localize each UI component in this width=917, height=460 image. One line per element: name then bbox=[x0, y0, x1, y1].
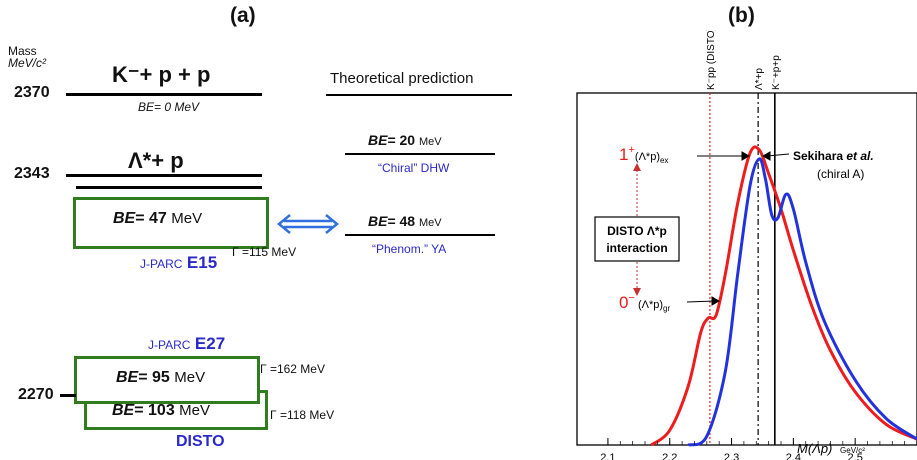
kpp-binding-energy: BE= 0 MeV bbox=[138, 100, 200, 114]
top-marker-label-1: K⁻pp (DISTO) bbox=[706, 30, 717, 90]
mass-header-line1: Mass bbox=[8, 44, 37, 58]
invariant-mass-chart: 2.1 2.2 2.3 2.4 2.5 K⁻pp (DISTO) Λ*+p K⁻+p+p D… bbox=[576, 30, 917, 460]
excited-state-label: 1+(Λ*p)ex bbox=[619, 144, 668, 165]
disto-interaction-line2: interaction bbox=[606, 241, 667, 255]
red-spectrum-curve bbox=[650, 145, 917, 447]
disto-arrow-down-head bbox=[633, 288, 641, 296]
sekihara-pointer-head bbox=[761, 151, 771, 161]
lambda-p-threshold-line-upper bbox=[66, 174, 262, 177]
excited-state-pointer-head bbox=[741, 151, 751, 161]
kpp-threshold-line bbox=[66, 93, 262, 96]
x-tick-label-2.3: 2.3 bbox=[724, 452, 739, 460]
x-tick-label-2.4: 2.4 bbox=[786, 452, 801, 460]
chiral-prediction-label: “Chiral” DHW bbox=[378, 161, 450, 175]
disto-decay-width: Γ =118 MeV bbox=[270, 408, 335, 422]
disto-experiment-label: DISTO bbox=[176, 433, 225, 450]
e15-binding-energy-box bbox=[73, 197, 269, 249]
blue-spectrum-curve bbox=[687, 157, 917, 447]
theoretical-prediction-header: Theoretical prediction bbox=[330, 70, 474, 87]
panel-b-label: (b) bbox=[728, 4, 755, 27]
disto-arrow-up-head bbox=[633, 163, 641, 171]
kpp-threshold-title: K⁻+ p + p bbox=[112, 62, 211, 87]
ground-state-pointer bbox=[686, 300, 716, 303]
x-tick-label-2.5: 2.5 bbox=[848, 452, 863, 460]
mass-header-line2: MeV/c² bbox=[8, 56, 47, 70]
x-tick-label-2.1: 2.1 bbox=[600, 452, 615, 460]
top-marker-label-3: K⁻+p+p bbox=[771, 55, 782, 90]
phenom-binding-energy: BE= 48 MeV bbox=[368, 213, 442, 229]
plot-frame bbox=[576, 92, 917, 446]
theoretical-prediction-underline bbox=[326, 94, 512, 96]
x-axis-label: M(Λp) GeV/c² bbox=[797, 441, 865, 456]
mass-label-2270: 2270 bbox=[18, 386, 54, 403]
panel-a-label: (a) bbox=[230, 4, 256, 27]
double-arrow-icon bbox=[277, 214, 339, 234]
disto-binding-energy: BE= 103 MeV bbox=[112, 402, 211, 419]
chiral-prediction-line bbox=[345, 153, 495, 155]
top-marker-label-2: Λ*+p bbox=[754, 68, 765, 90]
lambda-p-threshold-line-lower bbox=[76, 186, 262, 189]
e15-experiment-label: J-PARC E15 bbox=[140, 253, 218, 272]
phenom-prediction-line bbox=[345, 234, 495, 236]
mass-label-2370: 2370 bbox=[14, 84, 50, 101]
e27-experiment-label: J-PARC E27 bbox=[148, 334, 226, 353]
e27-decay-width: Γ =162 MeV bbox=[260, 362, 325, 376]
mass-axis-header: Mass MeV/c² bbox=[8, 45, 46, 69]
e27-binding-energy-box bbox=[74, 356, 260, 404]
sekihara-label-line1: Sekihara et al. bbox=[793, 149, 874, 163]
disto-interaction-box bbox=[594, 216, 680, 262]
x-tick-label-2.2: 2.2 bbox=[662, 452, 677, 460]
mass-label-2343: 2343 bbox=[14, 165, 50, 182]
ground-state-pointer-head bbox=[711, 296, 721, 306]
phenom-prediction-label: “Phenom.” YA bbox=[372, 242, 447, 256]
mass-2270-tick bbox=[60, 394, 76, 397]
ground-state-label: 0− (Λ*p)gr bbox=[619, 292, 670, 313]
e15-binding-energy: BE= 47 MeV bbox=[113, 210, 203, 227]
disto-interaction-line1: DISTO Λ*p bbox=[607, 224, 667, 238]
sekihara-pointer bbox=[766, 153, 790, 157]
e15-decay-width: Γ =115 MeV bbox=[232, 245, 297, 259]
e27-binding-energy: BE= 95 MeV bbox=[116, 369, 206, 386]
lambda-p-threshold-title: Λ*+ p bbox=[128, 148, 184, 173]
chiral-binding-energy: BE= 20 MeV bbox=[368, 132, 442, 148]
sekihara-label-line2: (chiral A) bbox=[817, 167, 864, 181]
